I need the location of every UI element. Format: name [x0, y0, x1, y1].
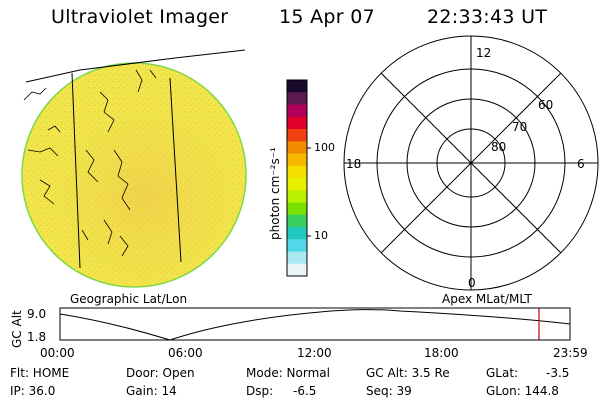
color-scale-bar — [286, 79, 311, 277]
altitude-xtick-0000: 00:00 — [40, 346, 75, 360]
time-label: 22:33:43 UT — [427, 6, 548, 28]
polar-grid — [343, 35, 599, 291]
status-gc-alt: GC Alt: 3.5 Re — [366, 366, 450, 380]
colorbar-segment — [287, 190, 307, 203]
altitude-xtick-1800: 18:00 — [424, 346, 459, 360]
coastlines — [23, 69, 157, 257]
status-glat-label: GLat: — [486, 366, 519, 380]
meridian-line-east — [169, 77, 182, 263]
colorbar-segment — [287, 92, 307, 105]
app-title: Ultraviolet Imager — [51, 6, 229, 28]
mlat-label-70: 70 — [512, 120, 528, 134]
altitude-ylabel: GC Alt — [10, 310, 24, 348]
meridian-line-west — [71, 72, 81, 269]
colorbar-tick-10: 10 — [314, 229, 328, 242]
status-seq: Seq: 39 — [366, 384, 412, 398]
status-door: Door: Open — [126, 366, 195, 380]
status-glon: GLon: 144.8 — [486, 384, 559, 398]
colorbar-segment — [287, 239, 307, 252]
status-gain: Gain: 14 — [126, 384, 177, 398]
altitude-xtick-0600: 06:00 — [168, 346, 203, 360]
altitude-xtick-2359: 23:59 — [553, 346, 588, 360]
polar-diagonal-2 — [380, 72, 562, 254]
altitude-ytick-1-8: 1.8 — [27, 330, 47, 344]
colorbar-segment — [287, 251, 307, 265]
status-dsp-label: Dsp: — [246, 384, 274, 398]
geographic-panel-label: Geographic Lat/Lon — [70, 292, 188, 306]
colorbar-tick-100: 100 — [314, 141, 335, 154]
colorbar-segment — [287, 165, 307, 179]
colorbar-unit-label: photon cm⁻²s⁻¹ — [268, 147, 282, 240]
colorbar-segment — [287, 80, 307, 93]
colorbar-segment — [287, 227, 307, 240]
colorbar-segment — [287, 153, 307, 167]
mlt-label-18: 18 — [346, 157, 362, 171]
status-dsp-value: -6.5 — [293, 384, 317, 398]
altitude-ytick-9: 9.0 — [27, 307, 47, 321]
colorbar-segment — [287, 263, 307, 277]
date-label: 15 Apr 07 — [279, 6, 376, 28]
mlat-label-80: 80 — [491, 140, 507, 154]
mlt-label-0: 0 — [468, 276, 476, 290]
colorbar-segment — [287, 141, 307, 154]
altitude-plot-frame — [59, 307, 571, 341]
altitude-plot — [59, 307, 571, 341]
altitude-curve — [59, 309, 571, 341]
colorbar-segment — [287, 178, 307, 191]
status-mode: Mode: Normal — [246, 366, 330, 380]
mlt-label-6: 6 — [577, 157, 585, 171]
mlt-label-12: 12 — [476, 46, 492, 60]
altitude-xtick-1200: 12:00 — [297, 346, 332, 360]
horizon-line — [25, 49, 246, 83]
status-ip: IP: 36.0 — [10, 384, 56, 398]
colorbar-frame — [286, 79, 308, 277]
colorbar-segment — [287, 214, 307, 228]
status-glat-value: -3.5 — [546, 366, 570, 380]
colorbar-segment — [287, 104, 307, 118]
uv-image-disk — [21, 49, 247, 288]
status-flight: Flt: HOME — [10, 366, 70, 380]
colorbar-segment — [287, 129, 307, 142]
polar-panel-label: Apex MLat/MLT — [442, 292, 532, 306]
mlat-label-60: 60 — [538, 98, 554, 112]
colorbar-segment — [287, 202, 307, 216]
colorbar-segment — [287, 116, 307, 130]
